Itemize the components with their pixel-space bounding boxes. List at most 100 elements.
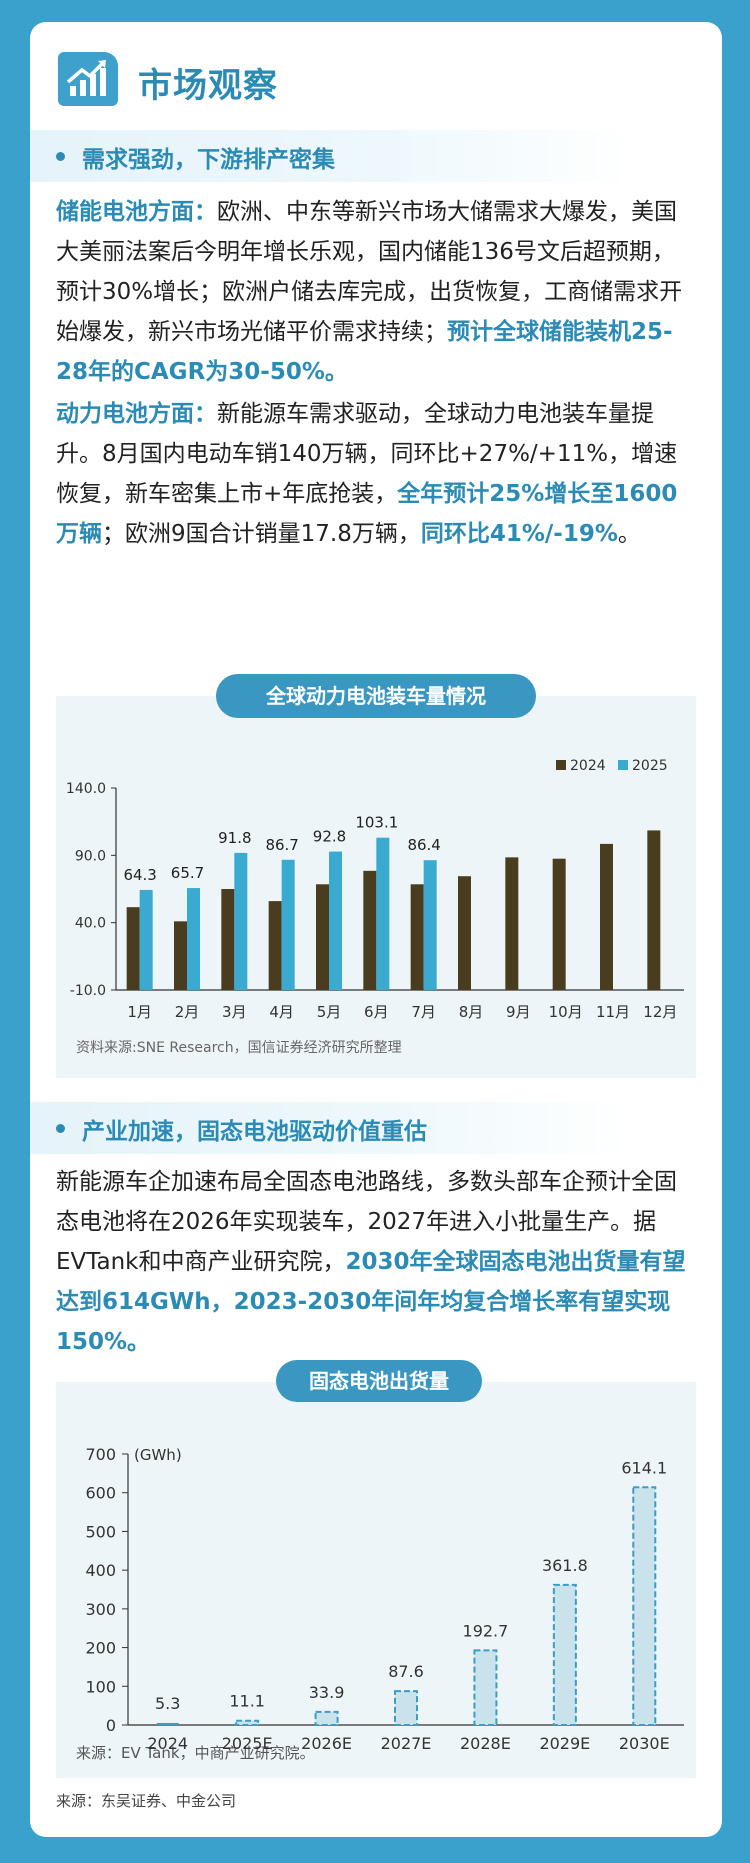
chart1-legend-label: 2024 bbox=[570, 758, 606, 774]
storage-battery-paragraph: 储能电池方面：欧洲、中东等新兴市场大储需求大爆发，美国大美丽法案后今明年增长乐观… bbox=[56, 192, 696, 392]
chart1-bar-2024 bbox=[268, 901, 282, 990]
chart1-x-tick-label: 2月 bbox=[175, 1003, 200, 1021]
chart1-data-label: 64.3 bbox=[123, 866, 156, 884]
chart1-bar-2025 bbox=[376, 837, 390, 990]
power-battery-chart-svg: 资料来源:SNE Research，国信证券经济研究所整理 -10.0 40.0 9… bbox=[66, 758, 684, 1056]
chart2-y-tick-label: 100 bbox=[85, 1677, 116, 1696]
chart1-x-tick-label: 9月 bbox=[506, 1003, 531, 1021]
chart1-bar-2024 bbox=[552, 858, 566, 990]
section-heading-demand: 需求强劲，下游排产密集 bbox=[30, 130, 630, 182]
chart2-x-tick-label: 2027E bbox=[381, 1734, 432, 1753]
solid-state-paragraph: 新能源车企加速布局全固态电池路线，多数头部车企预计全固态电池将在2026年实现装… bbox=[56, 1162, 696, 1362]
chart1-y-tick-label: 40.0 bbox=[75, 916, 106, 932]
chart2-x-tick-label: 2030E bbox=[619, 1734, 670, 1753]
chart1-bar-2024 bbox=[126, 907, 140, 990]
page-footer-source: 来源：东吴证券、中金公司 bbox=[56, 1792, 237, 1810]
chart2-bar bbox=[632, 1486, 657, 1726]
paragraph-highlight: 全年预计25%增长至1600万辆 bbox=[56, 481, 678, 547]
chart1-data-label: 92.8 bbox=[313, 828, 346, 846]
chart2-x-tick-label: 2029E bbox=[539, 1734, 590, 1753]
chart1-x-tick-label: 8月 bbox=[459, 1003, 484, 1021]
chart2-source: 来源：EV Tank，中商产业研究院。 bbox=[76, 1744, 315, 1762]
chart2-y-tick-label: 600 bbox=[85, 1484, 116, 1503]
chart2-y-tick-label: 400 bbox=[85, 1561, 116, 1580]
chart2-data-label: 614.1 bbox=[621, 1458, 667, 1477]
paragraph-text: 欧洲、中东等新兴市场大储需求大爆发，美国大美丽法案后今明年增长乐观，国内储能13… bbox=[56, 199, 683, 345]
power-battery-paragraph: 动力电池方面：新能源车需求驱动，全球动力电池装车量提升。8月国内电动车销140万… bbox=[56, 394, 696, 554]
chart1-source: 资料来源:SNE Research，国信证券经济研究所整理 bbox=[76, 1040, 402, 1056]
chart2-bar bbox=[314, 1710, 339, 1726]
chart1-bar-2025 bbox=[234, 852, 248, 990]
chart2-y-tick-label: 300 bbox=[85, 1600, 116, 1619]
chart1-bar-2025 bbox=[423, 860, 437, 990]
chart1-data-label: 65.7 bbox=[171, 864, 204, 882]
section-heading-text: 需求强劲，下游排产密集 bbox=[82, 147, 335, 173]
chart1-x-tick-label: 11月 bbox=[596, 1003, 630, 1021]
section-heading-text: 产业加速，固态电池驱动价值重估 bbox=[82, 1119, 427, 1145]
chart1-x-tick-label: 6月 bbox=[364, 1003, 389, 1021]
paragraph-text: ；欧洲9国合计销量17.8万辆， bbox=[102, 521, 421, 547]
paragraph-highlight: 2030年全球固态电池出货量有望达到614GWh，2023-2030年间年均复合… bbox=[56, 1249, 686, 1355]
chart1-bar-2024 bbox=[316, 884, 329, 990]
chart1-y-tick-label: 90.0 bbox=[75, 848, 106, 864]
chart1-bar-2025 bbox=[187, 888, 200, 990]
chart1-x-tick-label: 7月 bbox=[411, 1003, 436, 1021]
chart1-bar-2025 bbox=[281, 859, 295, 990]
chart1-x-tick-label: 1月 bbox=[127, 1003, 152, 1021]
chart2-data-label: 361.8 bbox=[542, 1556, 588, 1575]
chart2-bar bbox=[473, 1649, 498, 1727]
solid-state-chart-svg: 来源：EV Tank，中商产业研究院。 0 100 200 300 400 500 600 7… bbox=[76, 1445, 684, 1762]
solid-state-chart: 来源：EV Tank，中商产业研究院。 0 100 200 300 400 500 600 7… bbox=[56, 1382, 696, 1778]
chart2-data-label: 33.9 bbox=[309, 1683, 345, 1702]
market-observation-card: 市场观察 需求强劲，下游排产密集 储能电池方面：欧洲、中东等新兴市场大储需求大爆… bbox=[30, 22, 722, 1837]
chart2-y-tick-label: 0 bbox=[106, 1716, 116, 1735]
power-battery-chart: 资料来源:SNE Research，国信证券经济研究所整理 -10.0 40.0 9… bbox=[56, 696, 696, 1078]
chart2-x-tick-label: 2025E bbox=[222, 1734, 273, 1753]
chart1-x-tick-label: 4月 bbox=[269, 1003, 294, 1021]
chart1-bar-2024 bbox=[174, 921, 187, 990]
chart1-bar-2024 bbox=[505, 857, 519, 990]
chart1-data-label: 86.7 bbox=[265, 836, 298, 854]
chart1-legend-swatch bbox=[556, 760, 566, 770]
chart1-bar-2024 bbox=[221, 889, 235, 990]
paragraph-highlight: 预计全球储能装机25-28年的CAGR为30-50%。 bbox=[56, 319, 673, 385]
chart2-title: 固态电池出货量 bbox=[276, 1360, 482, 1402]
section-heading-solid-state: 产业加速，固态电池驱动价值重估 bbox=[30, 1102, 630, 1154]
page-title: 市场观察 bbox=[138, 66, 278, 106]
paragraph-text: 。 bbox=[617, 521, 641, 547]
chart2-bar bbox=[394, 1690, 418, 1726]
chart1-bar-2024 bbox=[647, 830, 661, 990]
chart1-x-tick-label: 12月 bbox=[643, 1003, 677, 1021]
chart2-x-tick-label: 2026E bbox=[301, 1734, 352, 1753]
chart1-legend-label: 2025 bbox=[632, 758, 668, 774]
chart2-data-label: 87.6 bbox=[388, 1662, 424, 1681]
chart1-x-tick-label: 5月 bbox=[317, 1003, 342, 1021]
chart2-bar bbox=[156, 1722, 179, 1725]
paragraph-highlight: 同环比41%/-19% bbox=[420, 521, 618, 547]
chart2-x-tick-label: 2024 bbox=[147, 1734, 188, 1753]
bullet-dot-icon bbox=[56, 152, 65, 161]
chart2-bar bbox=[552, 1583, 577, 1726]
paragraph-text: 新能源车需求驱动，全球动力电池装车量提升。8月国内电动车销140万辆，同环比+2… bbox=[56, 401, 678, 507]
chart2-x-tick-label: 2028E bbox=[460, 1734, 511, 1753]
paragraph-text: 新能源车企加速布局全固态电池路线，多数头部车企预计全固态电池将在2026年实现装… bbox=[56, 1169, 677, 1275]
chart2-bar bbox=[235, 1719, 260, 1727]
chart2-data-label: 192.7 bbox=[463, 1621, 509, 1640]
chart1-data-label: 91.8 bbox=[218, 829, 251, 847]
growth-chart-icon bbox=[58, 52, 118, 106]
paragraph-lead: 储能电池方面： bbox=[56, 199, 217, 225]
chart2-data-label: 5.3 bbox=[155, 1694, 180, 1713]
chart1-bar-2024 bbox=[458, 876, 471, 990]
chart1-x-tick-label: 10月 bbox=[549, 1003, 583, 1021]
chart1-bar-2025 bbox=[139, 889, 153, 990]
chart2-unit-label: (GWh) bbox=[134, 1446, 182, 1464]
chart1-bar-2025 bbox=[329, 851, 342, 990]
paragraph-lead: 动力电池方面： bbox=[56, 401, 217, 427]
chart1-bar-2024 bbox=[363, 870, 377, 990]
bullet-dot-icon bbox=[56, 1124, 65, 1133]
chart1-data-label: 86.4 bbox=[407, 836, 440, 854]
chart2-data-label: 11.1 bbox=[229, 1692, 265, 1711]
chart2-y-tick-label: 700 bbox=[85, 1445, 116, 1464]
chart1-x-tick-label: 3月 bbox=[222, 1003, 247, 1021]
chart1-bar-2024 bbox=[600, 843, 613, 990]
